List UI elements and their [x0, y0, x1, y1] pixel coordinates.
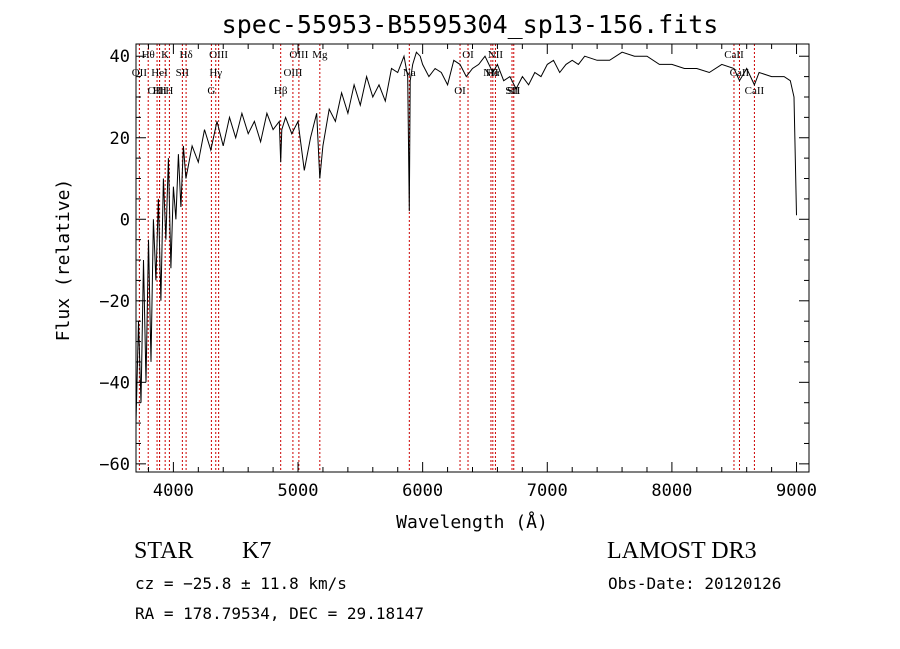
y-tick-label: −60 — [99, 455, 130, 475]
x-tick-labels: 4000 5000 6000 7000 8000 9000 — [153, 481, 817, 501]
line-marker-label: Hγ — [209, 67, 222, 79]
line-marker-label: CaII — [724, 49, 744, 61]
line-marker-labels: HθOIIOIIIKHeIHhHδSIIHOIIIHγGOIIIOIIIHβMg… — [132, 49, 765, 97]
x-tick-label: 8000 — [651, 481, 692, 501]
axes — [135, 43, 810, 473]
line-marker-label: OIII — [148, 85, 167, 97]
spectrum-chart: spec-55953-B5595304_sp13-156.fits HθOIIO… — [53, 10, 817, 533]
line-marker-label: Na — [403, 67, 416, 79]
x-tick-label: 9000 — [776, 481, 817, 501]
y-tick-label: 20 — [110, 129, 130, 149]
y-tick-labels: −60 −40 −20 0 20 40 — [99, 47, 130, 475]
spectrum-line — [135, 51, 797, 424]
line-marker-label: Hβ — [274, 85, 288, 97]
line-marker-label: NII — [483, 67, 499, 79]
y-tick-label: −40 — [99, 373, 130, 393]
line-marker-label: Mg — [312, 49, 328, 61]
coordinates: RA = 178.79534, DEC = 29.18147 — [135, 604, 424, 623]
x-tick-label: 5000 — [278, 481, 319, 501]
line-marker-label: OI — [454, 85, 466, 97]
line-marker-label: Hθ — [142, 49, 155, 61]
y-axis-label: Flux (relative) — [53, 179, 74, 342]
line-marker-label: HeI — [151, 67, 168, 79]
line-markers — [138, 44, 755, 472]
obs-date: Obs-Date: 20120126 — [608, 574, 782, 593]
x-tick-label: 4000 — [153, 481, 194, 501]
line-marker-label: OIII — [289, 49, 308, 61]
x-tick-label: 7000 — [527, 481, 568, 501]
y-tick-label: 0 — [120, 210, 130, 230]
y-tick-label: −20 — [99, 292, 130, 312]
line-marker-label: NII — [488, 49, 504, 61]
object-class: STAR — [134, 538, 194, 564]
line-marker-label: OIII — [209, 49, 228, 61]
line-marker-label: G — [207, 85, 215, 97]
survey-name: LAMOST DR3 — [607, 538, 757, 564]
chart-title: spec-55953-B5595304_sp13-156.fits — [222, 10, 719, 39]
x-tick-label: 6000 — [402, 481, 443, 501]
x-axis-label: Wavelength (Å) — [396, 511, 548, 533]
plot-frame — [135, 43, 810, 473]
line-marker-label: Hh — [153, 85, 167, 97]
line-marker-label: K — [161, 49, 169, 61]
line-marker-label: SII — [176, 67, 190, 79]
y-tick-label: 40 — [110, 47, 130, 67]
line-marker-label: OI — [462, 49, 474, 61]
subclass: K7 — [242, 538, 272, 564]
line-marker-label: OII — [132, 67, 148, 79]
line-marker-label: H — [165, 85, 173, 97]
line-marker-label: Hδ — [180, 49, 193, 61]
line-marker-label: CaII — [745, 85, 765, 97]
redshift-cz: cz = −25.8 ± 11.8 km/s — [135, 574, 347, 593]
line-marker-label: OIII — [283, 67, 302, 79]
line-marker-label: SII — [507, 85, 521, 97]
